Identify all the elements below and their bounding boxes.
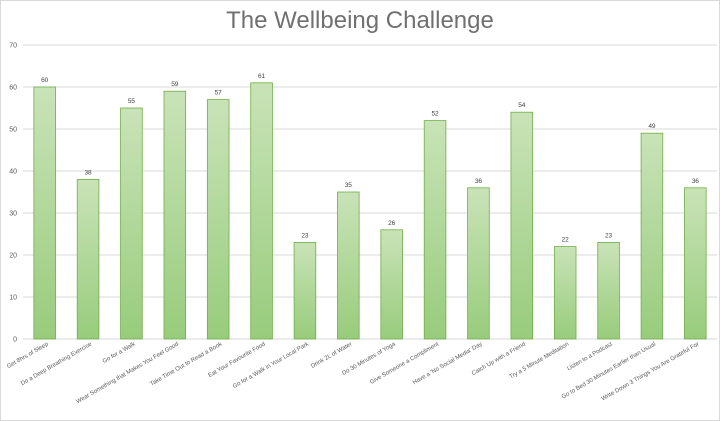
bar xyxy=(380,229,403,340)
bar xyxy=(510,111,534,340)
bar xyxy=(423,120,447,340)
bar xyxy=(33,86,56,340)
category-label: Give Someone a Compliment xyxy=(369,341,440,386)
data-label: 35 xyxy=(345,182,353,189)
data-label: 23 xyxy=(605,232,613,239)
data-label: 54 xyxy=(518,102,526,109)
data-label: 36 xyxy=(475,178,483,185)
category-label: Go for a Walk xyxy=(102,341,137,365)
bar xyxy=(597,241,620,340)
bar xyxy=(206,99,230,340)
data-label: 26 xyxy=(388,220,396,227)
bar xyxy=(163,90,187,340)
data-label: 36 xyxy=(692,178,700,185)
data-label: 55 xyxy=(128,98,136,105)
y-tick-label: 50 xyxy=(9,127,17,134)
bar xyxy=(640,132,664,340)
data-label: 52 xyxy=(431,111,439,118)
y-axis-ticks: 0 10 20 30 40 50 60 70 xyxy=(9,43,17,344)
data-label: 38 xyxy=(84,169,92,176)
category-label: Do a Deep Breathing Exercise xyxy=(20,341,93,387)
data-label: 61 xyxy=(258,73,266,80)
bar xyxy=(250,82,273,340)
data-label: 59 xyxy=(171,81,179,88)
category-label: Go for a Walk in Your Local Park xyxy=(232,341,311,390)
y-tick-label: 10 xyxy=(9,295,17,302)
data-label: 57 xyxy=(215,90,223,97)
category-label: Write Down 3 Things You Are Grateful For xyxy=(601,342,701,403)
y-tick-label: 70 xyxy=(9,43,17,50)
data-label: 23 xyxy=(301,232,309,239)
category-label: Have a 'No Social Media' Day xyxy=(412,342,483,387)
data-label: 60 xyxy=(41,77,49,84)
category-label: Listen to a Podcast xyxy=(566,341,613,372)
category-label: Take Time Out to Read a Book xyxy=(149,341,224,388)
data-label: 22 xyxy=(562,237,570,244)
bar xyxy=(120,107,143,340)
y-tick-label: 0 xyxy=(13,337,17,344)
y-tick-label: 30 xyxy=(9,211,17,218)
bar xyxy=(467,187,490,340)
chart-title: The Wellbeing Challenge xyxy=(226,7,494,34)
category-label: Get 8hrs of Sleep xyxy=(6,341,50,370)
y-tick-label: 40 xyxy=(9,169,17,176)
y-tick-label: 60 xyxy=(9,85,17,92)
bar xyxy=(76,178,100,340)
category-label: Drink 2L of Water xyxy=(310,342,353,370)
data-label: 49 xyxy=(648,123,656,130)
y-tick-label: 20 xyxy=(9,253,17,260)
bar xyxy=(337,191,360,340)
data-labels: 60 38 55 59 57 61 23 35 26 52 36 54 22 23 49 36 xyxy=(41,73,699,244)
bar xyxy=(684,187,707,340)
bar xyxy=(293,241,317,340)
bars xyxy=(33,82,707,340)
bar xyxy=(553,246,577,340)
